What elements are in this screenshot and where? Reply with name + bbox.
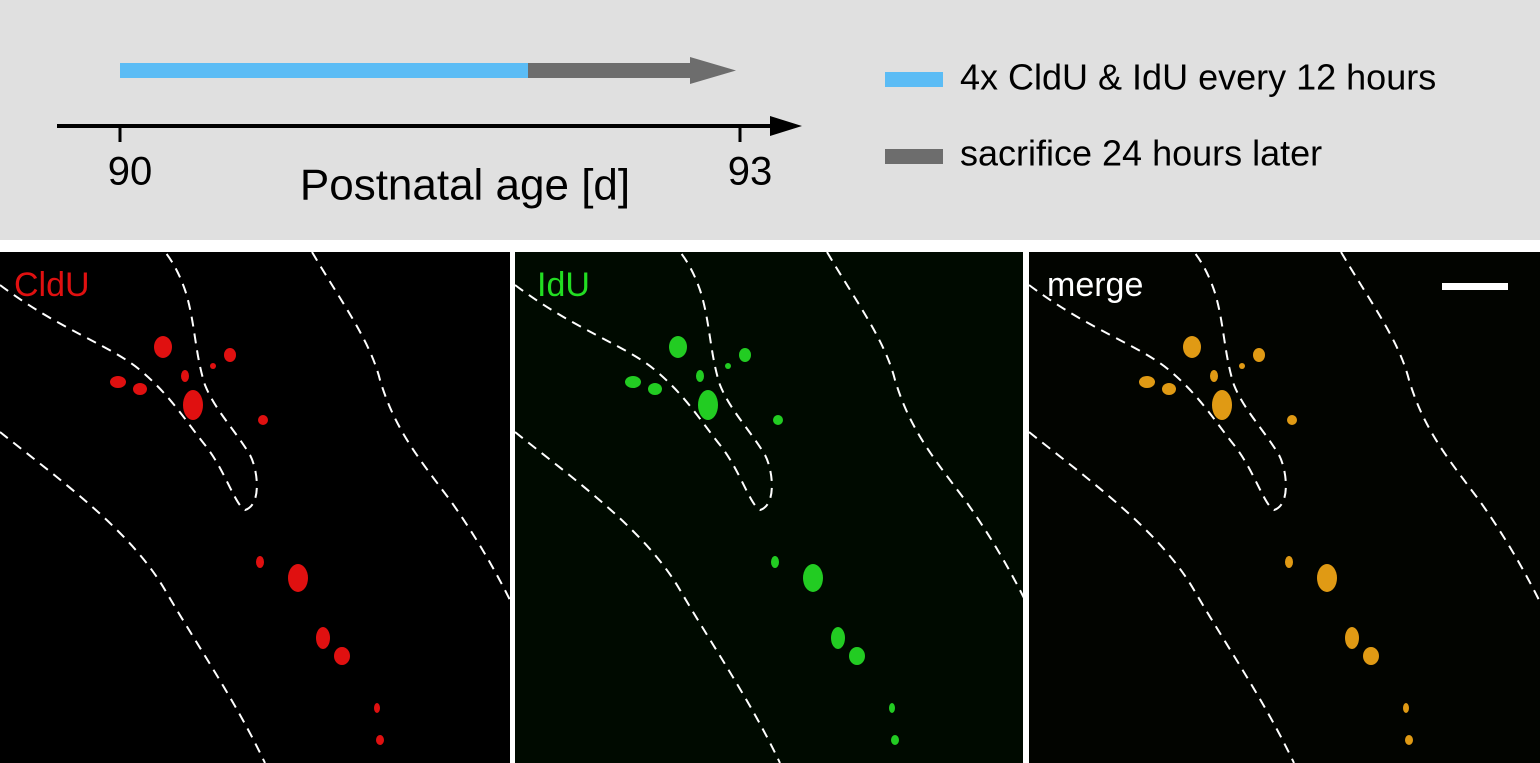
panel-label: CldU: [14, 266, 90, 304]
survival-arrowhead: [690, 57, 736, 84]
legend-swatch: [885, 149, 943, 164]
injection-bar: [120, 63, 528, 78]
legend-label: 4x CldU & IdU every 12 hours: [960, 57, 1436, 98]
legend-label: sacrifice 24 hours later: [960, 133, 1322, 174]
panel-label: IdU: [537, 266, 590, 304]
legend-swatch: [885, 72, 943, 87]
tick-label: 93: [728, 150, 773, 194]
panel-label: merge: [1047, 266, 1143, 304]
scale-bar: [1442, 283, 1508, 290]
axis-arrowhead: [770, 116, 802, 136]
survival-bar: [528, 63, 690, 78]
tick-label: 90: [108, 150, 153, 194]
panel: IdU: [514, 251, 1026, 763]
panel: merge: [1028, 251, 1540, 763]
axis-label: Postnatal age [d]: [300, 161, 630, 210]
panel: CldU: [0, 251, 511, 763]
